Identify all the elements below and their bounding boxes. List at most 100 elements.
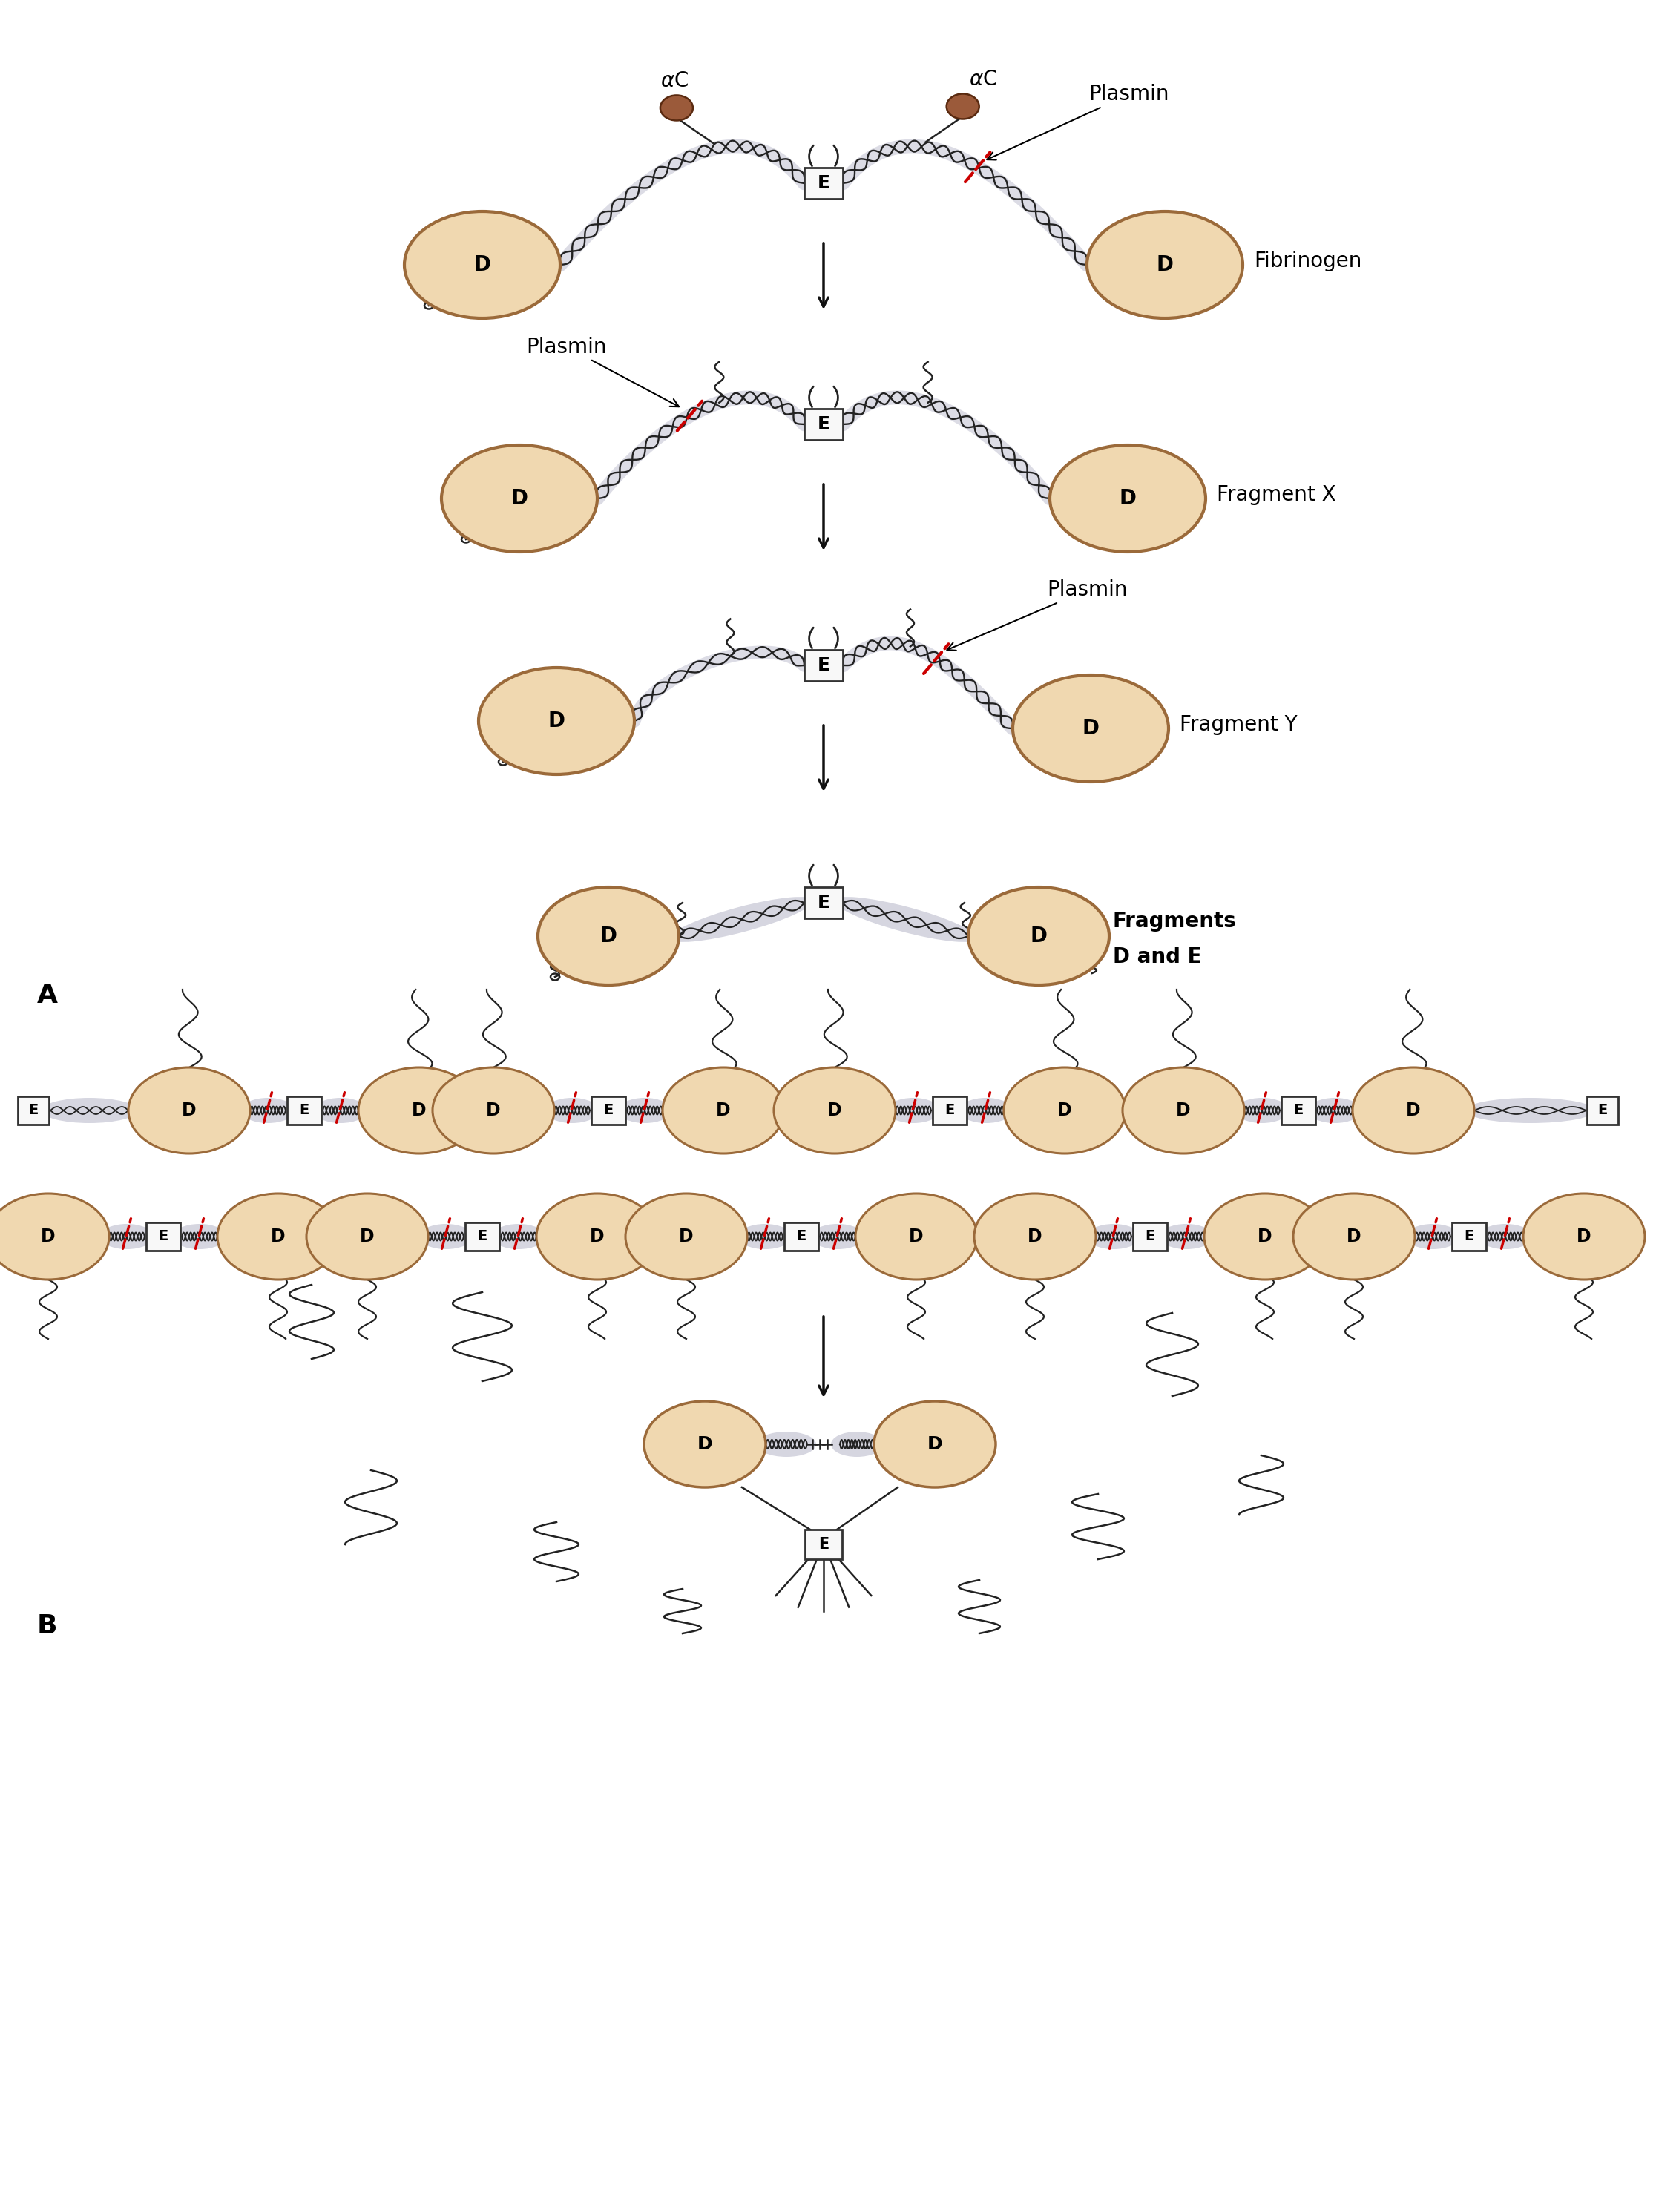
Ellipse shape xyxy=(404,212,560,319)
Ellipse shape xyxy=(835,896,977,942)
Text: D: D xyxy=(1081,719,1100,739)
Text: D: D xyxy=(182,1102,197,1119)
Ellipse shape xyxy=(773,1068,896,1152)
FancyBboxPatch shape xyxy=(1452,1223,1485,1250)
Text: D: D xyxy=(412,1102,427,1119)
FancyBboxPatch shape xyxy=(1133,1223,1167,1250)
Ellipse shape xyxy=(538,887,679,984)
FancyBboxPatch shape xyxy=(146,1223,181,1250)
Ellipse shape xyxy=(1050,445,1206,551)
Ellipse shape xyxy=(661,95,692,119)
Ellipse shape xyxy=(671,896,813,942)
Ellipse shape xyxy=(626,1194,747,1279)
Ellipse shape xyxy=(831,1431,883,1458)
Ellipse shape xyxy=(757,1431,816,1458)
Ellipse shape xyxy=(662,1068,785,1152)
Text: B: B xyxy=(36,1613,58,1639)
Text: E: E xyxy=(818,175,830,192)
FancyBboxPatch shape xyxy=(932,1097,967,1124)
Text: D: D xyxy=(474,254,490,274)
Text: E: E xyxy=(159,1230,169,1243)
Ellipse shape xyxy=(432,1068,555,1152)
Ellipse shape xyxy=(1353,1068,1474,1152)
Text: D: D xyxy=(1346,1228,1361,1245)
Ellipse shape xyxy=(1293,1194,1414,1279)
Text: E: E xyxy=(818,1537,830,1553)
Text: E: E xyxy=(1464,1230,1474,1243)
Text: D: D xyxy=(679,1228,694,1245)
Ellipse shape xyxy=(217,1194,339,1279)
Text: E: E xyxy=(1293,1104,1303,1117)
Text: D: D xyxy=(41,1228,56,1245)
Ellipse shape xyxy=(1086,212,1242,319)
Text: D: D xyxy=(697,1436,712,1453)
Text: Plasmin: Plasmin xyxy=(987,84,1169,159)
Text: E: E xyxy=(818,416,830,434)
FancyBboxPatch shape xyxy=(591,1097,626,1124)
Text: D: D xyxy=(599,927,618,947)
Ellipse shape xyxy=(1123,1068,1244,1152)
Text: D and E: D and E xyxy=(1113,947,1202,967)
FancyBboxPatch shape xyxy=(805,409,843,440)
FancyBboxPatch shape xyxy=(1282,1097,1315,1124)
Text: D: D xyxy=(487,1102,500,1119)
Text: Fragment X: Fragment X xyxy=(1217,484,1336,504)
Text: D: D xyxy=(1156,254,1174,274)
Ellipse shape xyxy=(1466,1097,1595,1124)
Ellipse shape xyxy=(618,1097,671,1124)
FancyBboxPatch shape xyxy=(286,1097,321,1124)
Text: D: D xyxy=(1030,927,1047,947)
Text: A: A xyxy=(36,982,58,1009)
FancyBboxPatch shape xyxy=(805,1528,843,1559)
Text: E: E xyxy=(946,1104,954,1117)
Text: D: D xyxy=(272,1228,285,1245)
Ellipse shape xyxy=(306,1194,429,1279)
Text: D: D xyxy=(1028,1228,1042,1245)
Ellipse shape xyxy=(492,1223,545,1250)
Text: $\alpha$C: $\alpha$C xyxy=(969,69,997,91)
Ellipse shape xyxy=(1086,1223,1141,1250)
Text: D: D xyxy=(715,1102,730,1119)
Ellipse shape xyxy=(41,1097,137,1124)
Ellipse shape xyxy=(172,1223,227,1250)
Text: E: E xyxy=(603,1104,613,1117)
Text: D: D xyxy=(1257,1228,1272,1245)
Ellipse shape xyxy=(0,1194,109,1279)
Ellipse shape xyxy=(886,1097,941,1124)
Text: E: E xyxy=(797,1230,806,1243)
Ellipse shape xyxy=(1013,675,1169,781)
Ellipse shape xyxy=(959,1097,1013,1124)
FancyBboxPatch shape xyxy=(1586,1097,1618,1124)
FancyBboxPatch shape xyxy=(785,1223,818,1250)
Ellipse shape xyxy=(129,1068,250,1152)
Ellipse shape xyxy=(874,1400,995,1486)
Text: D: D xyxy=(359,1228,374,1245)
Ellipse shape xyxy=(1479,1223,1532,1250)
Ellipse shape xyxy=(856,1194,977,1279)
Ellipse shape xyxy=(969,887,1110,984)
Ellipse shape xyxy=(242,1097,295,1124)
Text: Fragment Y: Fragment Y xyxy=(1179,714,1297,734)
Text: E: E xyxy=(1598,1104,1608,1117)
Ellipse shape xyxy=(358,1068,480,1152)
Ellipse shape xyxy=(1204,1194,1326,1279)
Ellipse shape xyxy=(974,1194,1096,1279)
Text: D: D xyxy=(1058,1102,1071,1119)
Text: D: D xyxy=(1176,1102,1191,1119)
Ellipse shape xyxy=(537,1194,657,1279)
Ellipse shape xyxy=(739,1223,792,1250)
Text: Fragments: Fragments xyxy=(1113,911,1237,931)
Text: E: E xyxy=(28,1104,38,1117)
Text: Plasmin: Plasmin xyxy=(947,580,1128,650)
Ellipse shape xyxy=(315,1097,368,1124)
Ellipse shape xyxy=(1406,1223,1459,1250)
Text: D: D xyxy=(1577,1228,1591,1245)
Ellipse shape xyxy=(947,93,979,119)
Ellipse shape xyxy=(811,1223,864,1250)
Ellipse shape xyxy=(1308,1097,1361,1124)
FancyBboxPatch shape xyxy=(465,1223,500,1250)
Text: Plasmin: Plasmin xyxy=(527,336,679,407)
Text: D: D xyxy=(828,1102,841,1119)
Ellipse shape xyxy=(1524,1194,1644,1279)
Text: D: D xyxy=(510,489,528,509)
